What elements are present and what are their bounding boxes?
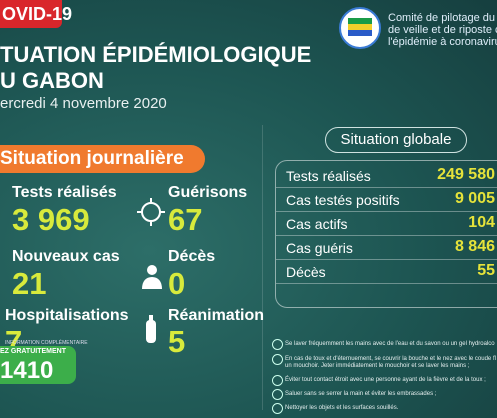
row-label: Tests réalisés [286,168,371,184]
committee-line: l'épidémie à coronavirus [388,36,497,48]
row-value: 9 005 [454,190,495,207]
stat-label: Tests réalisés [12,184,117,201]
row-value: 55 [477,262,495,279]
stat-label: Guérisons [168,184,248,201]
advice-line: un mouchoir. Jeter immédiatement le mouc… [285,363,470,369]
stat-label: Nouveaux cas [12,248,120,265]
advice-icon [272,375,283,386]
advice-icon [272,389,283,400]
row-value: 104 [468,214,495,231]
title: U GABON [0,68,104,93]
date: ercredi 4 novembre 2020 [0,95,167,112]
person-icon [142,265,162,289]
logo [339,7,381,49]
advice-line: En cas de toux et d'éternuement, se couv… [285,356,496,362]
stat-value: 21 [12,266,47,301]
table-row: Décès 55 [276,260,497,284]
stat-value: 3 969 [12,202,90,237]
advice-line: Éviter tout contact étroit avec une pers… [285,377,486,383]
divider [262,125,263,410]
row-value: 249 580 [437,166,495,183]
table-row: Tests réalisés 249 580 [276,164,497,188]
daily-heading: Situation journalière [0,148,184,169]
hotline-number: 1410 [0,357,54,384]
banner-text: OVID-19 [2,4,73,24]
committee-line: Comité de pilotage du p [388,12,497,24]
committee-line: de veille et de riposte co [388,24,497,36]
advice-line: Saluer sans se serrer la main et éviter … [285,391,437,397]
table-row: Cas actifs 104 [276,212,497,236]
row-label: Cas guéris [286,240,353,256]
daily-banner [0,145,205,173]
row-value: 8 846 [454,238,495,255]
virus-icon [137,198,165,226]
global-table [275,160,497,308]
advice-icon [272,403,283,414]
title: TUATION ÉPIDÉMIOLOGIQUE [0,42,312,67]
stat-value: 0 [168,266,186,301]
stat-label: Décès [168,248,216,265]
covid-banner [0,0,62,28]
table-row: Cas guéris 8 846 [276,236,497,260]
info-text: INFORMATION COMPLÉMENTAIRE [5,340,88,346]
table-row: Cas testés positifs 9 005 [276,188,497,212]
row-label: Décès [286,264,326,280]
global-pill [325,127,467,153]
advice-icon [272,339,283,350]
hotline-call: EZ GRATUITEMENT [0,348,66,355]
hotline-box [0,346,76,384]
row-label: Cas actifs [286,216,348,232]
oxygen-icon [146,315,156,343]
row-label: Cas testés positifs [286,192,400,208]
advice-line: Nettoyer les objets et les surfaces soui… [285,405,399,411]
stat-label: Réanimation [168,307,265,324]
stat-label: Hospitalisations [5,307,129,324]
global-heading: Situation globale [340,131,452,148]
advice-icon [272,354,283,365]
stat-value: 5 [168,324,186,359]
advice-line: Se laver fréquemment les mains avec de l… [285,341,495,347]
stat-value: 67 [168,202,203,237]
